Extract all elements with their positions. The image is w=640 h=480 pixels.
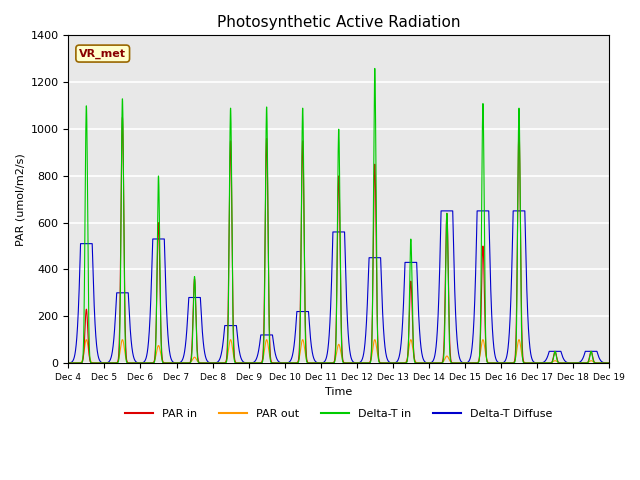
PAR out <box>83 337 90 343</box>
PAR out <box>319 360 326 366</box>
Line: Delta-T Diffuse: Delta-T Diffuse <box>68 211 609 363</box>
PAR out <box>65 360 72 366</box>
Text: VR_met: VR_met <box>79 48 126 59</box>
Delta-T in <box>533 360 541 366</box>
Delta-T Diffuse <box>319 360 326 366</box>
PAR in <box>319 360 326 366</box>
Delta-T Diffuse <box>65 360 72 366</box>
Delta-T Diffuse <box>605 360 613 366</box>
Delta-T in <box>605 360 613 366</box>
PAR out <box>605 360 612 366</box>
X-axis label: Time: Time <box>325 387 353 397</box>
Delta-T Diffuse <box>162 279 170 285</box>
PAR in <box>491 360 499 366</box>
Delta-T in <box>319 360 326 366</box>
PAR in <box>605 360 612 366</box>
Y-axis label: PAR (umol/m2/s): PAR (umol/m2/s) <box>15 153 25 246</box>
Legend: PAR in, PAR out, Delta-T in, Delta-T Diffuse: PAR in, PAR out, Delta-T in, Delta-T Dif… <box>121 404 557 423</box>
Delta-T in <box>430 360 438 366</box>
Delta-T in <box>162 360 170 366</box>
Delta-T Diffuse <box>437 208 445 214</box>
PAR in <box>65 360 72 366</box>
PAR out <box>491 360 499 366</box>
Title: Photosynthetic Active Radiation: Photosynthetic Active Radiation <box>217 15 461 30</box>
Delta-T in <box>65 360 72 366</box>
PAR in <box>430 360 438 366</box>
PAR in <box>118 115 126 120</box>
Delta-T in <box>371 66 379 72</box>
Delta-T Diffuse <box>533 360 541 366</box>
Line: Delta-T in: Delta-T in <box>68 69 609 363</box>
Delta-T in <box>460 360 468 366</box>
PAR in <box>533 360 541 366</box>
PAR out <box>605 360 613 366</box>
Delta-T in <box>605 360 612 366</box>
PAR out <box>533 360 541 366</box>
PAR out <box>460 360 468 366</box>
Line: PAR in: PAR in <box>68 118 609 363</box>
PAR in <box>460 360 468 366</box>
PAR in <box>162 360 170 366</box>
Delta-T Diffuse <box>491 350 499 356</box>
Line: PAR out: PAR out <box>68 340 609 363</box>
PAR out <box>162 360 170 366</box>
PAR out <box>430 360 438 366</box>
Delta-T Diffuse <box>430 356 438 362</box>
Delta-T Diffuse <box>605 360 612 366</box>
PAR in <box>605 360 613 366</box>
Delta-T in <box>491 360 499 366</box>
Delta-T Diffuse <box>460 360 468 366</box>
